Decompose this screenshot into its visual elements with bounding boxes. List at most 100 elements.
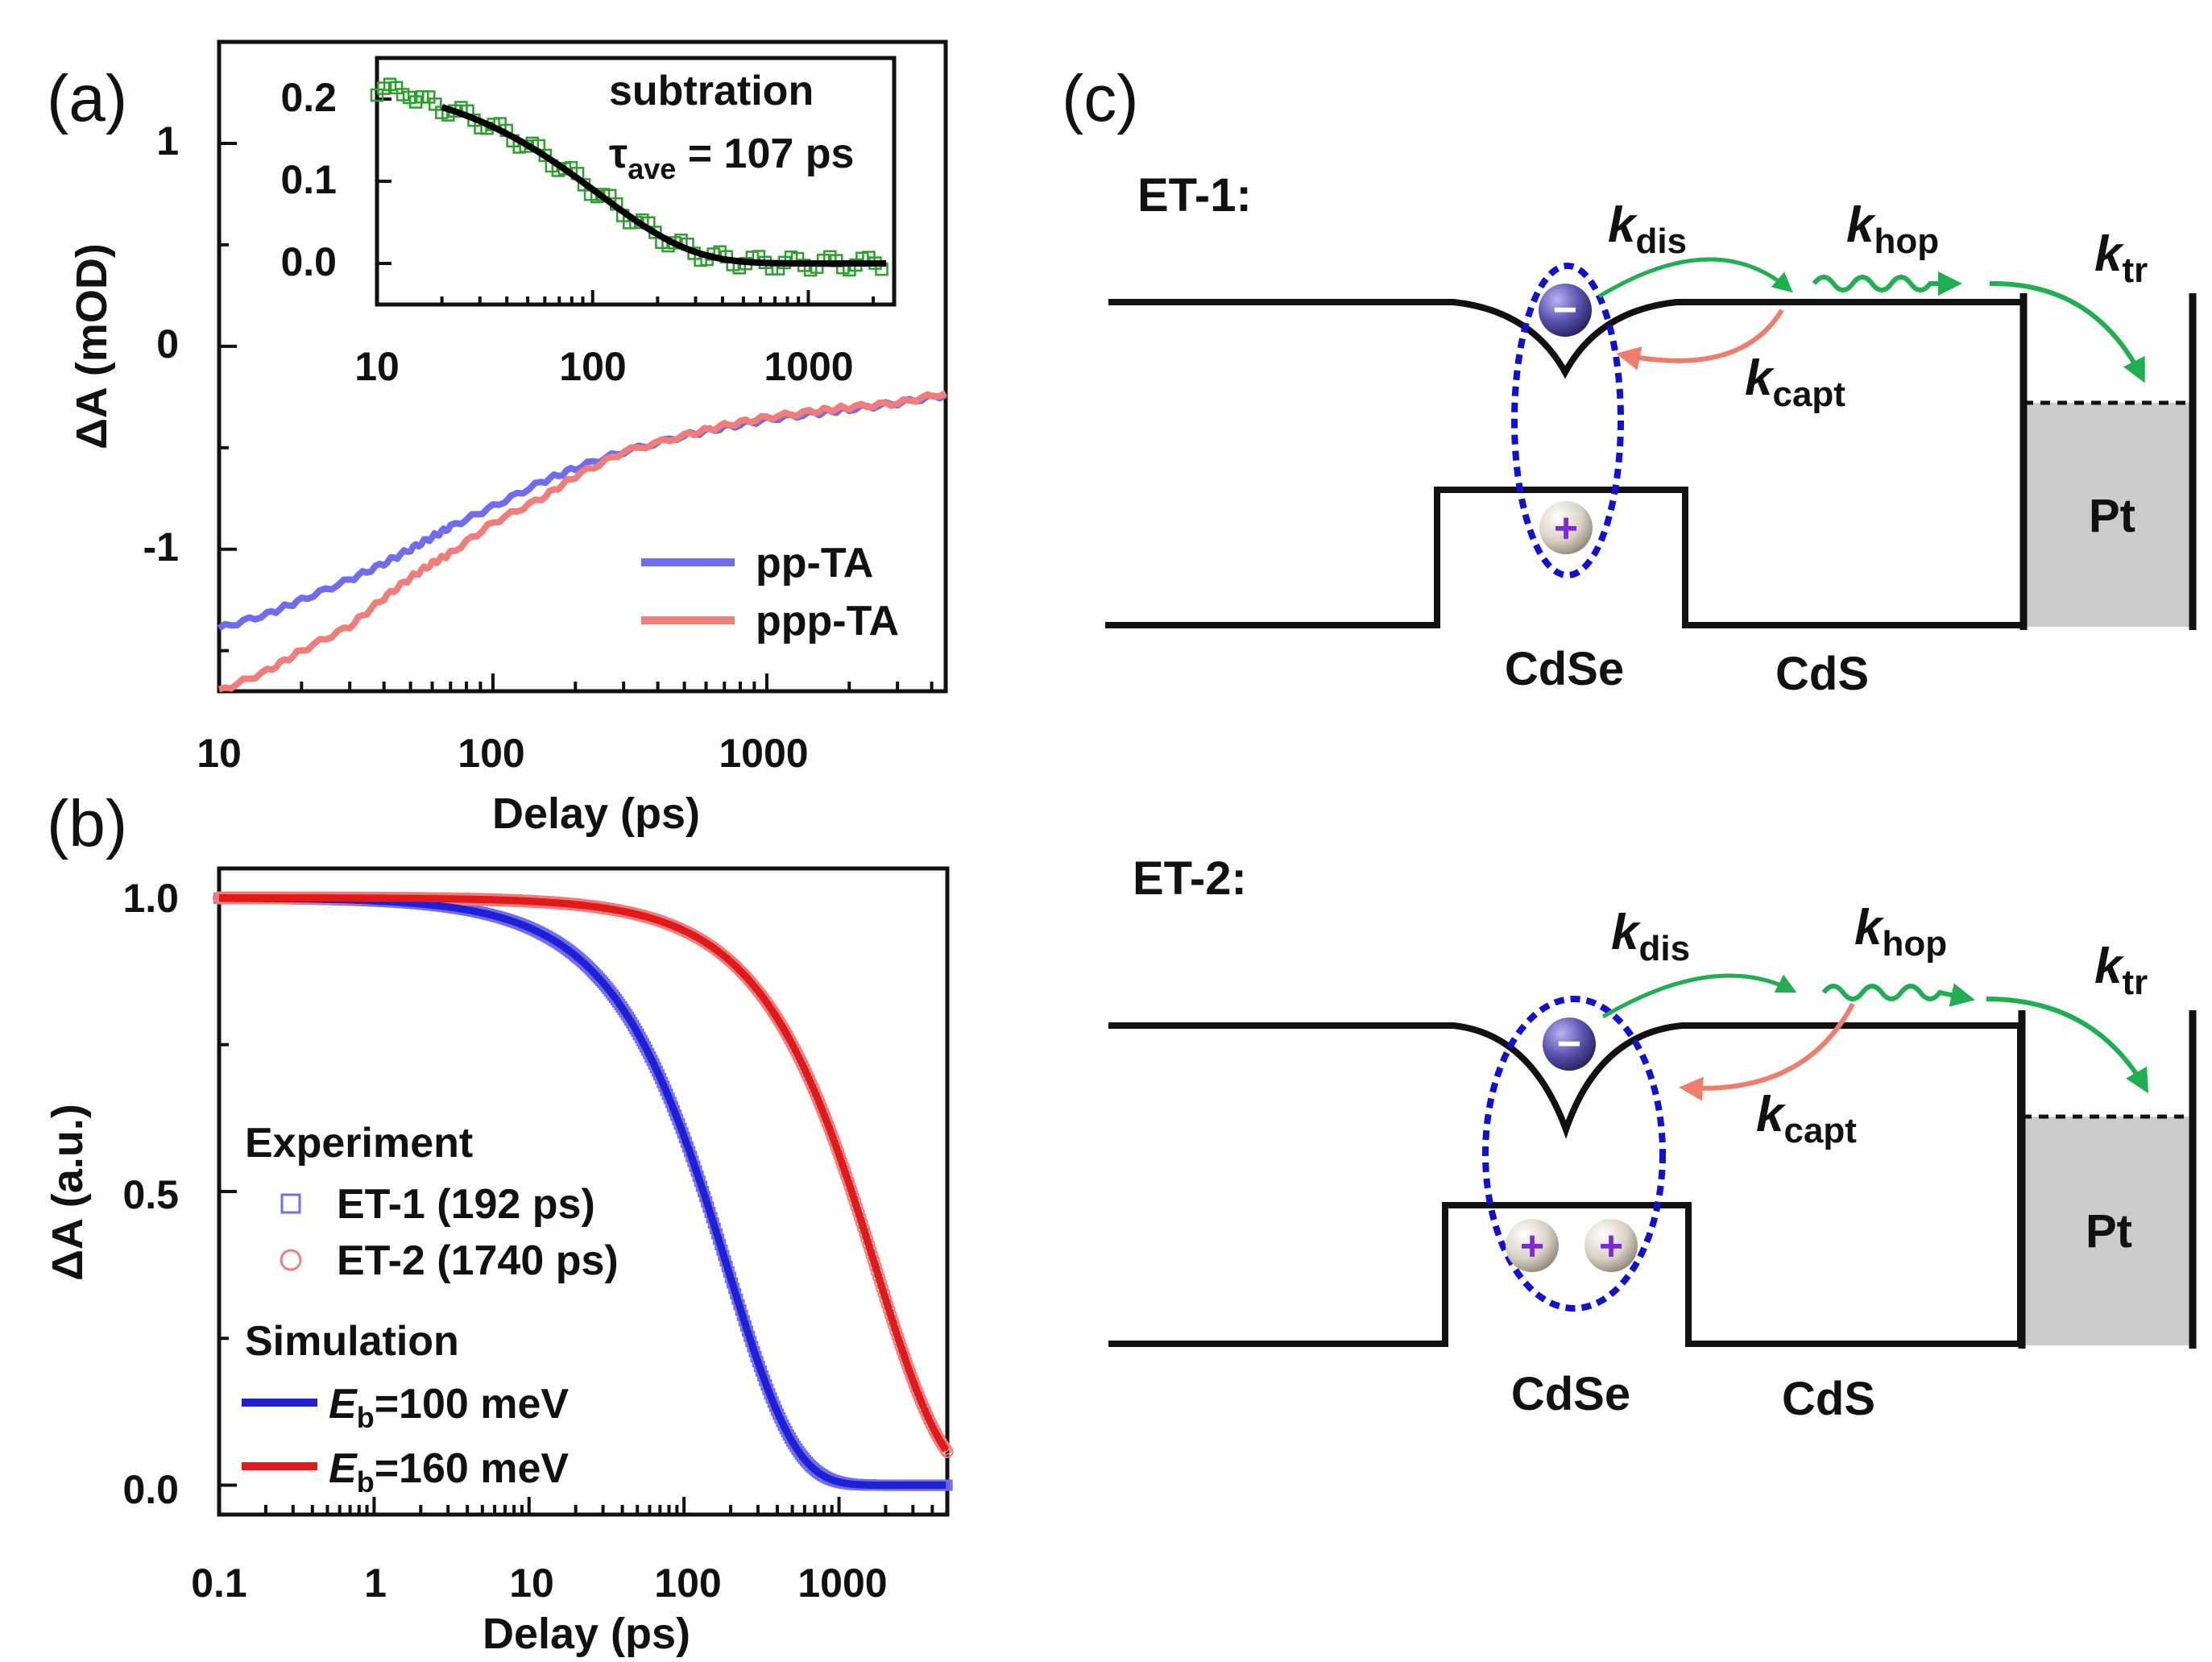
et1-cdse-label: CdSe: [1505, 643, 1624, 695]
panel-a-y-axis-title: ΔA (mOD): [68, 243, 116, 450]
panel-a-xtick-label: 100: [458, 731, 524, 776]
legend-marker-et2: [280, 1249, 302, 1271]
inset-fit-line: [441, 104, 887, 267]
series-line-ppp-ta: [218, 390, 947, 693]
et1-conduction-band: [1108, 299, 2027, 627]
et2-pt-block: [2022, 1117, 2193, 1345]
simulation-line-1740: [218, 893, 950, 1453]
et1-exciton-ellipse: [1511, 263, 1624, 578]
panel-b-xtick-label: 100: [654, 1560, 721, 1606]
legend-label-ppp-ta: ppp-TA: [756, 598, 899, 644]
et1-ktr-arrow: [1989, 280, 2145, 383]
panel-a-ytick-label: -1: [143, 524, 179, 570]
panel-b-xtick-label: 0.1: [191, 1560, 247, 1606]
et2-ktr-arrow: [1986, 997, 2148, 1094]
panel-b-series: [213, 891, 954, 1491]
et1-cds-label: CdS: [1775, 648, 1869, 700]
panel-a-xtick-label: 1000: [719, 731, 808, 776]
inset-xtick-label: 100: [559, 344, 626, 389]
et2-title: ET-2:: [1133, 852, 1247, 905]
et2-electron-symbol: −: [1557, 1021, 1581, 1067]
et2-hole-symbol: +: [1599, 1223, 1623, 1270]
legend-simulation-title: Simulation: [245, 1318, 459, 1365]
et2-exciton-ellipse: [1482, 996, 1666, 1312]
et1-scheme: ET-1: Pt − + CdSe CdS kdis khop ktr kcap…: [1105, 169, 2197, 700]
inset-xtick-label: 10: [354, 344, 400, 389]
et2-electron: [1543, 1018, 1596, 1071]
inset-annotation-title: subtration: [609, 68, 814, 114]
et2-conduction-band: [1108, 1022, 2024, 1347]
inset-xtick-label: 1000: [764, 344, 853, 389]
et2-scheme: ET-2: Pt − + + CdSe CdS kdis khop ktr kc…: [1108, 852, 2197, 1425]
panel-a-inset: 0.2 0.1 0.0 10 100 1000 subtration τave …: [280, 56, 897, 389]
panel-b-x-axis-title: Delay (ps): [483, 1610, 690, 1658]
et1-hole-symbol: +: [1554, 505, 1578, 552]
panel-b-xtick-label: 1: [364, 1560, 387, 1606]
inset-ticks: [375, 97, 876, 305]
et2-ktr-label: ktr: [2094, 939, 2148, 1002]
panel-a-xtick-label: 10: [197, 731, 242, 776]
legend-experiment-title: Experiment: [245, 1120, 473, 1167]
panel-b-label: (b): [47, 787, 127, 860]
inset-annotation-tau: τave = 107 ps: [609, 131, 854, 185]
et1-kdis-label: kdis: [1608, 197, 1687, 261]
legend-label-sim-160: Eb=160 meV: [329, 1445, 569, 1498]
et2-khop-label: khop: [1854, 900, 1947, 964]
inset-ytick-label: 0.0: [280, 239, 337, 284]
panel-b-ytick-label: 0.5: [122, 1172, 179, 1217]
series-line-pp-ta: [217, 392, 947, 632]
et1-pt-block: [2024, 403, 2193, 627]
panel-a-series: [217, 390, 947, 693]
inset-ytick-label: 0.1: [280, 157, 337, 202]
panel-c-label: (c): [1062, 62, 1139, 135]
panel-c: (c) ET-1: Pt − + CdSe CdS kdis khop ktr: [1062, 62, 2197, 1425]
panel-b-y-axis-title: ΔA (a.u.): [43, 1104, 92, 1281]
et2-pt-label: Pt: [2086, 1205, 2132, 1258]
legend-label-et2: ET-2 (1740 ps): [337, 1237, 619, 1284]
et1-hole: [1539, 501, 1593, 554]
et1-pt-label: Pt: [2089, 490, 2135, 542]
panel-a-y-ticks: [219, 141, 237, 653]
et2-cdse-label: CdSe: [1511, 1368, 1630, 1420]
et1-khop-arrow: [1812, 271, 1962, 296]
panel-a-label: (a): [47, 62, 127, 135]
panel-a-ytick-label: 0: [156, 321, 179, 367]
et2-kdis-arrow: [1601, 973, 1797, 1019]
et1-ktr-label: ktr: [2094, 226, 2148, 290]
inset-series: [370, 77, 889, 277]
panel-b: (b) 0.1 1 10 100 1000 1.0 0.5 0.0 Delay …: [43, 787, 954, 1658]
panel-a-frame: [217, 39, 948, 694]
panel-a-ytick-label: 1: [156, 118, 179, 164]
et2-khop-arrow: [1821, 983, 1975, 1007]
et1-electron-symbol: −: [1553, 287, 1577, 334]
et2-kcapt-label: kcapt: [1756, 1087, 1857, 1150]
et2-valence-band: [1108, 1202, 2020, 1347]
et2-cds-label: CdS: [1782, 1373, 1875, 1425]
legend-label-et1: ET-1 (192 ps): [337, 1181, 595, 1228]
et1-title: ET-1:: [1137, 169, 1252, 222]
et2-kdis-label: kdis: [1611, 905, 1690, 968]
legend-label-sim-100: Eb=100 meV: [329, 1381, 569, 1434]
panel-b-ytick-label: 1.0: [122, 876, 179, 921]
panel-b-xtick-label: 1000: [797, 1560, 887, 1606]
panel-a: (a) 10 100 1000 1 0 -1 Delay (ps) ΔA (mO…: [47, 39, 948, 838]
panel-b-ytick-label: 0.0: [122, 1467, 179, 1512]
inset-ytick-label: 0.2: [280, 75, 337, 120]
panel-b-xtick-label: 10: [509, 1560, 554, 1606]
et2-hole: [1584, 1219, 1638, 1272]
et1-kcapt-arrow: [1616, 309, 1784, 371]
et1-electron: [1539, 284, 1592, 337]
et2-kcapt-arrow: [1679, 1002, 1855, 1101]
et1-khop-label: khop: [1846, 197, 1939, 261]
et1-kdis-arrow: [1597, 257, 1793, 299]
panel-a-x-ticks: [217, 674, 934, 691]
et2-hole-symbol: +: [1520, 1223, 1544, 1270]
legend-marker-et1: [280, 1193, 301, 1214]
legend-label-pp-ta: pp-TA: [756, 540, 873, 586]
et1-kcapt-label: kcapt: [1745, 350, 1845, 414]
et2-hole: [1506, 1219, 1559, 1272]
et1-valence-band: [1105, 487, 2024, 628]
panel-b-ticks: [217, 896, 949, 1515]
panel-a-x-axis-title: Delay (ps): [492, 790, 700, 838]
